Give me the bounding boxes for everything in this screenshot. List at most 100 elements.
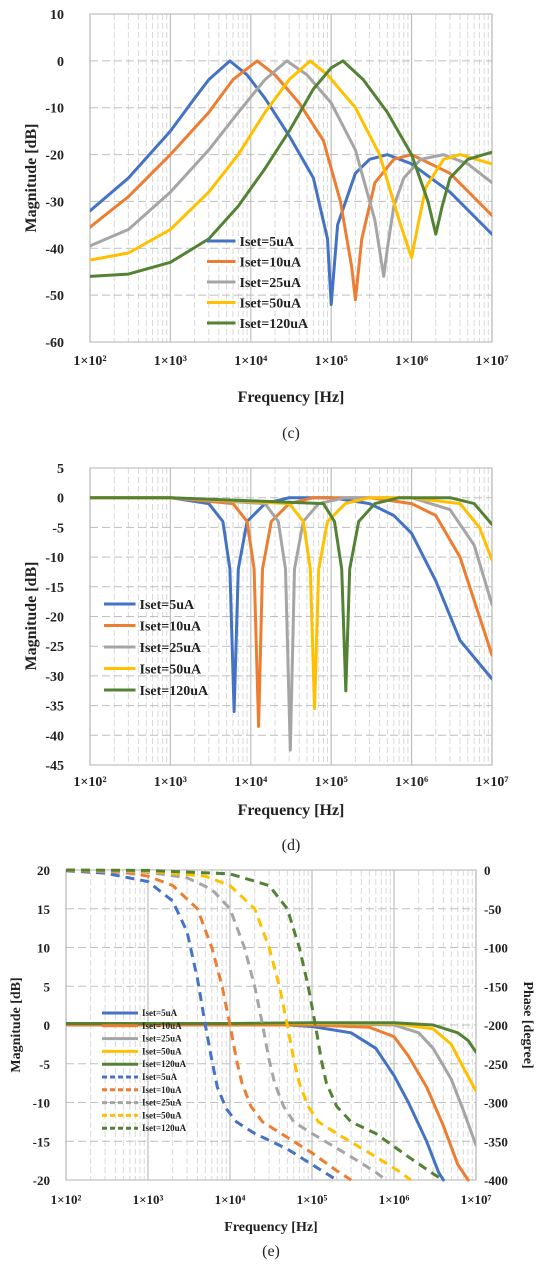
legend-label: Iset=50uA xyxy=(240,297,303,312)
x-tick-label: 1×10⁷ xyxy=(461,1192,492,1207)
series-line xyxy=(90,59,492,278)
legend: Iset=5uA Iset=10uA Iset=25uA Iset=50uA Iset=… xyxy=(104,598,209,699)
y-tick-label: 20 xyxy=(37,863,50,878)
y-tick-label: -10 xyxy=(33,1096,50,1111)
chart-caption: (c) xyxy=(282,425,300,442)
y2-tick-label: -400 xyxy=(484,1173,508,1188)
series-line xyxy=(66,1021,476,1054)
y-tick-label: -5 xyxy=(39,1057,50,1072)
y2-tick-label: -350 xyxy=(484,1134,508,1149)
legend-label: Iset=120uA xyxy=(142,1059,187,1069)
x-tick-label: 1×10⁶ xyxy=(395,354,428,369)
legend-label: Iset=120uA xyxy=(240,317,310,332)
plot-area xyxy=(90,14,492,342)
x-axis-label: Frequency [Hz] xyxy=(238,389,345,406)
series-line xyxy=(66,868,412,1182)
legend-label: Iset=10uA xyxy=(142,1085,182,1095)
legend-label: Iset=120uA xyxy=(140,684,210,699)
y-tick-label: -5 xyxy=(52,521,64,536)
y-tick-label: -50 xyxy=(45,289,64,304)
series-line xyxy=(90,496,492,728)
x-tick-label: 1×10³ xyxy=(133,1192,164,1207)
legend-label: Iset=10uA xyxy=(240,256,303,271)
legend-label: Iset=50uA xyxy=(140,663,203,678)
plot-border xyxy=(89,13,493,343)
chart-d: 5 0 -5 -10 -15 -20 -25 -30 -35 -40 -45 1×10² 1×10³ 1×… xyxy=(23,462,509,854)
legend-label: Iset=25uA xyxy=(240,276,303,291)
y-tick-label: 5 xyxy=(44,979,51,994)
x-tick-label: 1×10⁶ xyxy=(379,1192,410,1207)
legend-label: Iset=25uA xyxy=(142,1098,182,1108)
x-tick-label: 1×10⁵ xyxy=(315,354,348,369)
y2-tick-label: 0 xyxy=(484,863,491,878)
series-group xyxy=(90,496,492,752)
y2-axis-label: Phase [degree] xyxy=(520,981,535,1068)
y-axis-label: Magnitude [dB] xyxy=(9,977,24,1072)
series-group xyxy=(90,59,492,306)
series-line xyxy=(66,868,445,1182)
y-tick-label: -30 xyxy=(45,670,64,685)
legend: Iset=5uA Iset=10uA Iset=25uA Iset=50uA Iset=… xyxy=(102,1008,187,1133)
y2-tick-label: -300 xyxy=(484,1096,508,1111)
legend-label: Iset=25uA xyxy=(142,1034,182,1044)
y-tick-label: -20 xyxy=(45,149,64,164)
y-tick-label: 5 xyxy=(57,462,64,477)
y-tick-label: 0 xyxy=(57,55,64,70)
legend-label: Iset=120uA xyxy=(142,1123,187,1133)
y-tick-label: -40 xyxy=(45,729,64,744)
y-axis-label: Magnitude [dB] xyxy=(23,124,40,233)
x-axis-label: Frequency [Hz] xyxy=(238,802,345,819)
y-tick-label: -20 xyxy=(45,611,64,626)
plot-border xyxy=(89,467,493,766)
series-line xyxy=(90,59,492,278)
series-line xyxy=(90,59,492,306)
chart-c: 10 0 -10 -20 -30 -40 -50 -60 1×10² 1×10³ 1×10⁴ 1×10… xyxy=(23,8,509,442)
y2-tick-label: -150 xyxy=(484,979,508,994)
legend-label: Iset=25uA xyxy=(140,641,203,656)
y-tick-label: -15 xyxy=(33,1134,51,1149)
series-line xyxy=(90,59,492,302)
y-tick-label: -25 xyxy=(45,640,64,655)
x-tick-label: 1×10⁷ xyxy=(475,775,508,790)
y-tick-label: 0 xyxy=(57,492,64,507)
legend-label: Iset=50uA xyxy=(142,1110,182,1120)
legend-label: Iset=10uA xyxy=(142,1021,182,1031)
chart-e: 20151050-5-10-15-200-50-100-150-200-250-… xyxy=(9,863,535,1260)
chart-caption: (d) xyxy=(282,837,301,854)
x-tick-label: 1×10³ xyxy=(154,354,187,369)
legend-label: Iset=5uA xyxy=(142,1072,178,1082)
series-line xyxy=(66,869,338,1182)
x-tick-label: 1×10⁵ xyxy=(315,775,348,790)
x-tick-label: 1×10⁷ xyxy=(475,354,508,369)
y-tick-label: 15 xyxy=(37,902,51,917)
series-line xyxy=(90,496,492,752)
legend-label: Iset=5uA xyxy=(142,1008,178,1018)
legend-label: Iset=50uA xyxy=(142,1046,182,1056)
legend-label: Iset=5uA xyxy=(240,235,296,250)
y2-tick-label: -100 xyxy=(484,941,508,956)
x-tick-label: 1×10⁴ xyxy=(234,775,268,790)
series-line xyxy=(90,59,492,262)
x-tick-label: 1×10² xyxy=(51,1192,82,1207)
y-tick-label: -10 xyxy=(45,551,64,566)
y-tick-label: -60 xyxy=(45,336,64,351)
x-tick-label: 1×10² xyxy=(73,354,106,369)
x-tick-label: 1×10⁶ xyxy=(395,775,428,790)
x-tick-label: 1×10³ xyxy=(154,775,187,790)
series-line xyxy=(66,868,387,1182)
y-tick-label: 10 xyxy=(50,8,64,23)
y-tick-label: -10 xyxy=(45,102,64,117)
y-tick-label: 10 xyxy=(37,941,50,956)
series-line xyxy=(90,496,492,711)
legend-label: Iset=5uA xyxy=(140,598,196,613)
x-tick-label: 1×10⁴ xyxy=(215,1192,246,1207)
chart-caption: (e) xyxy=(262,1243,280,1260)
y-tick-label: -35 xyxy=(45,700,64,715)
y2-tick-label: -50 xyxy=(484,902,501,917)
y-tick-label: -40 xyxy=(45,242,64,257)
series-group xyxy=(66,868,476,1182)
series-line xyxy=(90,496,492,693)
y-tick-label: -30 xyxy=(45,195,64,210)
x-tick-label: 1×10² xyxy=(73,775,106,790)
